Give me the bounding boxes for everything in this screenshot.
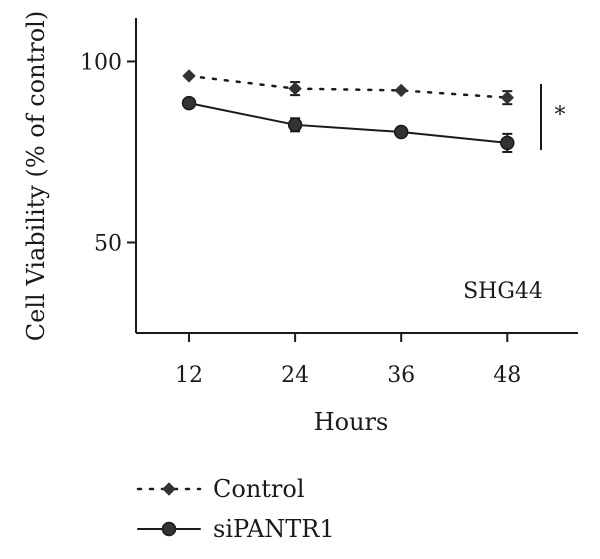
cell-line-label: SHG44 [463,279,543,304]
legend-marker [162,482,176,496]
y-ticks: 50 100 [80,50,136,256]
x-axis-title: Hours [314,408,389,436]
legend: Control siPANTR1 [136,475,335,543]
legend-item: siPANTR1 [137,515,335,543]
series-sipantr1 [181,95,515,153]
data-point [394,83,408,98]
data-point [287,117,303,133]
significance-mark: * [555,103,566,128]
y-axis-title: Cell Viability (% of control) [22,11,50,341]
data-point [181,95,197,111]
legend-item: Control [136,475,305,503]
x-tick-label: 24 [281,363,309,388]
series-line [187,74,509,99]
legend-label: Control [213,475,305,503]
legend-label: siPANTR1 [213,515,335,543]
axes [135,18,578,334]
data-point [500,135,515,151]
x-ticks: 12 24 36 48 [175,333,521,388]
series-layer [181,69,515,153]
series-control [182,69,514,106]
data-point [288,81,302,96]
legend-marker [161,521,177,537]
data-point [500,90,514,105]
annotations: SHG44 * [463,84,566,304]
data-point [182,69,196,83]
series-line [188,102,509,144]
data-point [393,124,409,140]
y-tick-label: 50 [94,231,122,256]
x-tick-label: 36 [387,363,415,388]
x-tick-label: 48 [493,363,521,388]
y-tick-label: 100 [80,50,122,75]
x-tick-label: 12 [175,363,203,388]
